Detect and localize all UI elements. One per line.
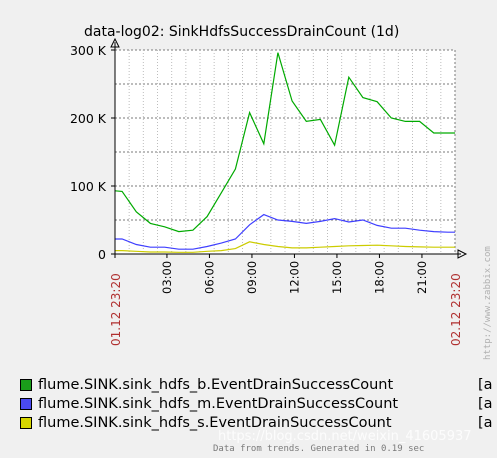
- footer-note: Data from trends. Generated in 0.19 sec: [213, 444, 425, 454]
- chart-title: data-log02: SinkHdfsSuccessDrainCount (1…: [84, 24, 399, 40]
- x-tick-label: 21:00: [415, 261, 429, 294]
- x-start-label: 01.12 23:20: [109, 273, 123, 346]
- line-chart: 0 100 K 200 K 300 K 03:00 06:00 09:00 12:00 15:0…: [70, 24, 493, 360]
- legend-item-m: flume.SINK.sink_hdfs_m.EventDrainSuccess…: [20, 395, 497, 414]
- series-line-1: [115, 213, 455, 250]
- x-tick-label: 12:00: [287, 261, 301, 294]
- legend-swatch-s: [20, 417, 32, 429]
- legend-label-m: flume.SINK.sink_hdfs_m.EventDrainSuccess…: [38, 396, 399, 412]
- x-tick-label: 15:00: [330, 261, 344, 294]
- legend-label-s: flume.SINK.sink_hdfs_s.EventDrainSuccess…: [38, 415, 392, 431]
- legend-swatch-b: [20, 379, 32, 391]
- legend-item-s: flume.SINK.sink_hdfs_s.EventDrainSuccess…: [20, 414, 497, 433]
- axes: [110, 37, 468, 259]
- x-tick-label: 09:00: [245, 261, 259, 294]
- y-tick-label: 300 K: [70, 43, 107, 58]
- legend-label-b: flume.SINK.sink_hdfs_b.EventDrainSuccess…: [38, 377, 394, 393]
- legend-tail-m: [a: [478, 396, 493, 412]
- zabbix-credit: http://www.zabbix.com: [483, 246, 493, 360]
- legend: flume.SINK.sink_hdfs_b.EventDrainSuccess…: [20, 376, 497, 433]
- watermark: https://blog.csdn.net/weixin_41605937: [218, 429, 472, 444]
- y-axis-arrow: [110, 37, 120, 48]
- x-axis-arrow: [457, 249, 468, 259]
- x-tick-label: 03:00: [160, 261, 174, 294]
- series-line-2: [115, 241, 455, 253]
- y-tick-label: 100 K: [70, 179, 107, 194]
- x-end-label: 02.12 23:20: [449, 273, 463, 346]
- series-line-0: [114, 52, 455, 233]
- y-tick-label: 0: [98, 247, 106, 262]
- legend-item-b: flume.SINK.sink_hdfs_b.EventDrainSuccess…: [20, 376, 497, 395]
- grid-lines: [115, 49, 456, 254]
- y-tick-label: 200 K: [70, 111, 107, 126]
- tick-labels: 0 100 K 200 K 300 K 03:00 06:00 09:00 12:00 15:0…: [70, 43, 463, 346]
- legend-swatch-m: [20, 398, 32, 410]
- x-tick-label: 18:00: [372, 261, 386, 294]
- x-tick-label: 06:00: [202, 261, 216, 294]
- legend-tail-s: [a: [478, 415, 493, 431]
- legend-tail-b: [a: [478, 377, 493, 393]
- series-lines: [114, 52, 455, 253]
